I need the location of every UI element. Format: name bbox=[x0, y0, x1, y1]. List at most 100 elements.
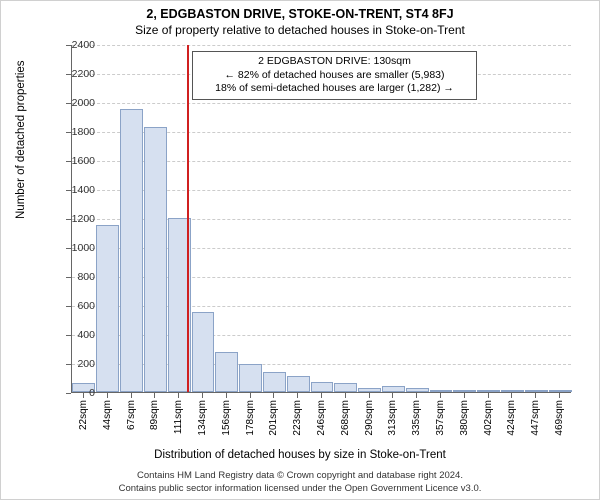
histogram-bar bbox=[549, 390, 572, 392]
x-tick-mark bbox=[559, 393, 560, 398]
histogram-bar bbox=[96, 225, 119, 392]
y-tick-mark bbox=[66, 132, 71, 133]
x-tick-label: 156sqm bbox=[221, 400, 232, 436]
gridline-h bbox=[72, 45, 571, 46]
x-tick-label: 89sqm bbox=[149, 400, 160, 430]
histogram-bar bbox=[453, 390, 476, 392]
histogram-bar bbox=[334, 383, 357, 392]
histogram-bar bbox=[215, 352, 238, 392]
annotation-line: 2 EDGBASTON DRIVE: 130sqm bbox=[199, 55, 470, 69]
y-tick-label: 1400 bbox=[55, 184, 95, 196]
y-tick-label: 800 bbox=[55, 271, 95, 283]
x-tick-label: 201sqm bbox=[268, 400, 279, 436]
x-tick-mark bbox=[250, 393, 251, 398]
y-tick-label: 400 bbox=[55, 329, 95, 341]
histogram-bar bbox=[239, 364, 262, 392]
x-tick-label: 313sqm bbox=[387, 400, 398, 436]
y-tick-mark bbox=[66, 248, 71, 249]
x-tick-label: 67sqm bbox=[126, 400, 137, 430]
histogram-bar bbox=[311, 382, 334, 392]
x-tick-label: 290sqm bbox=[364, 400, 375, 436]
histogram-bar bbox=[382, 386, 405, 392]
x-tick-label: 134sqm bbox=[197, 400, 208, 436]
marker-line bbox=[187, 45, 189, 392]
x-tick-label: 335sqm bbox=[411, 400, 422, 436]
x-tick-mark bbox=[131, 393, 132, 398]
x-tick-mark bbox=[488, 393, 489, 398]
x-tick-mark bbox=[535, 393, 536, 398]
x-tick-mark bbox=[202, 393, 203, 398]
x-tick-mark bbox=[178, 393, 179, 398]
x-tick-mark bbox=[273, 393, 274, 398]
annotation-box: 2 EDGBASTON DRIVE: 130sqm← 82% of detach… bbox=[192, 51, 477, 100]
x-tick-mark bbox=[464, 393, 465, 398]
y-tick-label: 600 bbox=[55, 300, 95, 312]
y-tick-label: 2000 bbox=[55, 97, 95, 109]
y-tick-mark bbox=[66, 306, 71, 307]
x-tick-mark bbox=[416, 393, 417, 398]
y-tick-mark bbox=[66, 161, 71, 162]
histogram-bar bbox=[525, 390, 548, 392]
x-tick-mark bbox=[107, 393, 108, 398]
x-tick-mark bbox=[226, 393, 227, 398]
x-tick-label: 223sqm bbox=[292, 400, 303, 436]
x-tick-label: 268sqm bbox=[340, 400, 351, 436]
y-tick-label: 2200 bbox=[55, 68, 95, 80]
y-tick-label: 2400 bbox=[55, 39, 95, 51]
x-tick-label: 178sqm bbox=[245, 400, 256, 436]
y-tick-mark bbox=[66, 219, 71, 220]
annotation-line: 18% of semi-detached houses are larger (… bbox=[199, 82, 470, 96]
y-tick-mark bbox=[66, 393, 71, 394]
histogram-bar bbox=[406, 388, 429, 392]
x-tick-label: 246sqm bbox=[316, 400, 327, 436]
y-tick-mark bbox=[66, 103, 71, 104]
x-tick-mark bbox=[369, 393, 370, 398]
histogram-bar bbox=[358, 388, 381, 392]
x-tick-label: 469sqm bbox=[554, 400, 565, 436]
chart-plot-area: 2 EDGBASTON DRIVE: 130sqm← 82% of detach… bbox=[71, 45, 571, 393]
x-tick-mark bbox=[321, 393, 322, 398]
x-tick-mark bbox=[154, 393, 155, 398]
y-tick-label: 1200 bbox=[55, 213, 95, 225]
x-tick-mark bbox=[440, 393, 441, 398]
y-tick-label: 0 bbox=[55, 387, 95, 399]
histogram-bar bbox=[144, 127, 167, 392]
histogram-bar bbox=[477, 390, 500, 392]
x-tick-mark bbox=[511, 393, 512, 398]
histogram-bar bbox=[430, 390, 453, 392]
y-tick-label: 1000 bbox=[55, 242, 95, 254]
chart-page: 2, EDGBASTON DRIVE, STOKE-ON-TRENT, ST4 … bbox=[0, 0, 600, 500]
histogram-bar bbox=[192, 312, 215, 392]
chart-subtitle: Size of property relative to detached ho… bbox=[1, 21, 599, 37]
x-tick-label: 424sqm bbox=[506, 400, 517, 436]
y-tick-label: 1600 bbox=[55, 155, 95, 167]
x-tick-label: 111sqm bbox=[173, 400, 184, 434]
x-tick-label: 22sqm bbox=[78, 400, 89, 430]
y-tick-mark bbox=[66, 335, 71, 336]
y-tick-mark bbox=[66, 45, 71, 46]
footer-line-1: Contains HM Land Registry data © Crown c… bbox=[1, 470, 599, 482]
annotation-line: ← 82% of detached houses are smaller (5,… bbox=[199, 69, 470, 83]
x-tick-mark bbox=[345, 393, 346, 398]
page-title: 2, EDGBASTON DRIVE, STOKE-ON-TRENT, ST4 … bbox=[1, 1, 599, 21]
x-tick-label: 402sqm bbox=[483, 400, 494, 436]
x-tick-label: 44sqm bbox=[102, 400, 113, 430]
histogram-bar bbox=[287, 376, 310, 392]
y-tick-mark bbox=[66, 364, 71, 365]
x-tick-label: 380sqm bbox=[459, 400, 470, 436]
y-tick-mark bbox=[66, 74, 71, 75]
histogram-bar bbox=[120, 109, 143, 392]
y-axis-label: Number of detached properties bbox=[15, 60, 27, 219]
y-tick-mark bbox=[66, 277, 71, 278]
histogram-bar bbox=[501, 390, 524, 392]
gridline-h bbox=[72, 103, 571, 104]
histogram-bar bbox=[263, 372, 286, 392]
y-tick-label: 200 bbox=[55, 358, 95, 370]
x-tick-label: 447sqm bbox=[530, 400, 541, 436]
footer-line-2: Contains public sector information licen… bbox=[1, 483, 599, 495]
x-tick-mark bbox=[297, 393, 298, 398]
x-tick-mark bbox=[392, 393, 393, 398]
footer-attribution: Contains HM Land Registry data © Crown c… bbox=[1, 470, 599, 495]
y-tick-label: 1800 bbox=[55, 126, 95, 138]
x-tick-mark bbox=[83, 393, 84, 398]
